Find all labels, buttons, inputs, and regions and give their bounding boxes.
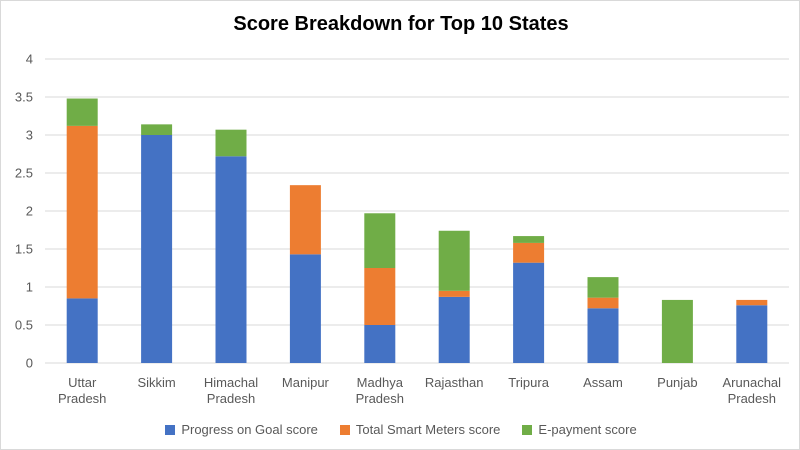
bar-segment <box>587 297 619 309</box>
x-tick-label: Punjab <box>657 375 697 390</box>
bar-segment <box>438 290 470 297</box>
bar-segment <box>438 230 470 291</box>
bar-segment <box>215 129 247 157</box>
legend-item: Progress on Goal score <box>165 422 318 437</box>
bar-segment <box>587 277 619 298</box>
legend-swatch <box>522 424 533 435</box>
y-tick-label: 0.5 <box>15 318 33 333</box>
y-tick-label: 2 <box>26 204 33 219</box>
bar-segment <box>66 98 98 126</box>
bars <box>66 98 768 363</box>
bar-segment <box>513 236 545 243</box>
bar-segment <box>66 125 98 299</box>
bar-segment <box>736 299 768 306</box>
bar-segment <box>661 299 693 363</box>
y-tick-label: 1.5 <box>15 242 33 257</box>
y-tick-label: 3 <box>26 128 33 143</box>
bar-segment <box>141 135 173 363</box>
y-tick-label: 1 <box>26 280 33 295</box>
x-tick-label: Madhya Pradesh <box>356 375 404 406</box>
x-tick-label: Himachal Pradesh <box>204 375 258 406</box>
bar-segment <box>736 305 768 363</box>
x-tick-label: Uttar Pradesh <box>58 375 106 406</box>
x-tick-label: Arunachal Pradesh <box>723 375 782 406</box>
bar-segment <box>364 325 396 363</box>
y-tick-label: 3.5 <box>15 90 33 105</box>
y-tick-label: 2.5 <box>15 166 33 181</box>
legend-swatch <box>165 424 176 435</box>
chart-title: Score Breakdown for Top 10 States <box>233 13 569 35</box>
bar-segment <box>289 185 321 255</box>
legend-item: Total Smart Meters score <box>339 422 501 437</box>
bar-segment <box>66 298 98 363</box>
y-tick-label: 0 <box>26 356 33 371</box>
bar-segment <box>513 242 545 263</box>
x-tick-label: Assam <box>583 375 623 390</box>
bar-segment <box>289 254 321 363</box>
gridlines <box>45 58 789 364</box>
x-tick-label: Tripura <box>508 375 549 390</box>
legend-label: Progress on Goal score <box>181 422 318 437</box>
y-axis-ticks: 0 0.5 1 1.5 2 2.5 3 3.5 4 <box>15 52 33 371</box>
bar-segment <box>141 124 173 135</box>
bar-segment <box>364 213 396 268</box>
x-axis-ticks: Uttar Pradesh Sikkim Himachal Pradesh Manipur… <box>58 375 781 406</box>
x-tick-label: Manipur <box>282 375 330 390</box>
legend-swatch <box>339 424 350 435</box>
chart-legend: Progress on Goal score Total Smart Meters… <box>1 422 800 437</box>
bar-segment <box>364 268 396 325</box>
x-tick-label: Rajasthan <box>425 375 484 390</box>
bar-segment <box>513 262 545 363</box>
legend-item: E-payment score <box>522 422 637 437</box>
y-tick-label: 4 <box>26 52 33 67</box>
bar-segment <box>215 156 247 363</box>
x-tick-label: Sikkim <box>137 375 175 390</box>
bar-segment <box>587 308 619 363</box>
legend-label: Total Smart Meters score <box>355 422 501 437</box>
bar-segment <box>438 296 470 363</box>
legend-label: E-payment score <box>538 422 637 437</box>
